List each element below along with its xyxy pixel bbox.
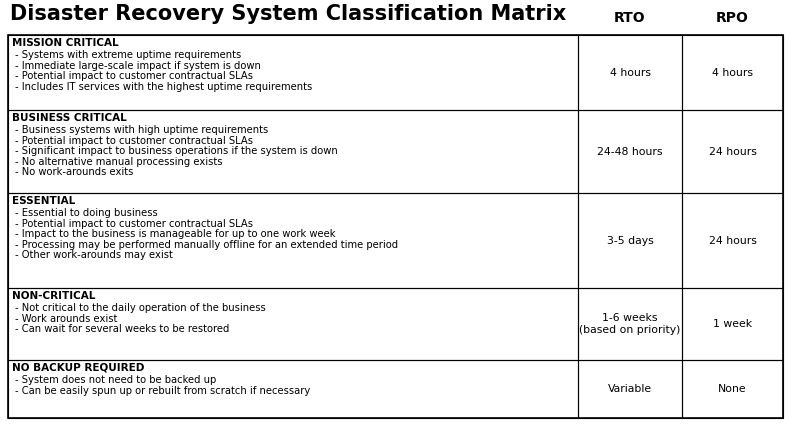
Text: - Not critical to the daily operation of the business: - Not critical to the daily operation of…	[15, 303, 266, 313]
Text: 4 hours: 4 hours	[610, 67, 650, 78]
Text: RTO: RTO	[614, 11, 645, 24]
Text: - Significant impact to business operations if the system is down: - Significant impact to business operati…	[15, 146, 338, 156]
Text: 3-5 days: 3-5 days	[607, 236, 653, 245]
Text: ESSENTIAL: ESSENTIAL	[12, 196, 75, 206]
Text: 1 week: 1 week	[713, 319, 752, 329]
Text: - Immediate large-scale impact if system is down: - Immediate large-scale impact if system…	[15, 61, 261, 70]
Text: RPO: RPO	[716, 11, 749, 24]
Bar	[578, 288, 682, 360]
Text: - Potential impact to customer contractual SLAs: - Potential impact to customer contractu…	[15, 136, 253, 145]
Text: - No work-arounds exits: - No work-arounds exits	[15, 167, 134, 177]
Text: - Includes IT services with the highest uptime requirements: - Includes IT services with the highest …	[15, 82, 312, 92]
Bar	[8, 35, 578, 110]
Text: - Processing may be performed manually offline for an extended time period: - Processing may be performed manually o…	[15, 240, 398, 249]
Bar	[682, 35, 783, 110]
Bar	[8, 288, 578, 360]
Text: 24-48 hours: 24-48 hours	[597, 147, 663, 156]
Bar	[8, 35, 783, 418]
Text: - Potential impact to customer contractual SLAs: - Potential impact to customer contractu…	[15, 71, 253, 81]
Text: BUSINESS CRITICAL: BUSINESS CRITICAL	[12, 113, 127, 123]
Bar	[578, 193, 682, 288]
Text: - System does not need to be backed up: - System does not need to be backed up	[15, 375, 216, 385]
Text: - Potential impact to customer contractual SLAs: - Potential impact to customer contractu…	[15, 218, 253, 229]
Text: 24 hours: 24 hours	[709, 147, 756, 156]
Bar	[8, 110, 578, 193]
Text: 4 hours: 4 hours	[712, 67, 753, 78]
Bar	[578, 360, 682, 418]
Text: - Business systems with high uptime requirements: - Business systems with high uptime requ…	[15, 125, 268, 135]
Text: - Essential to doing business: - Essential to doing business	[15, 208, 157, 218]
Bar	[8, 193, 578, 288]
Text: - No alternative manual processing exists: - No alternative manual processing exist…	[15, 156, 222, 167]
Text: - Can wait for several weeks to be restored: - Can wait for several weeks to be resto…	[15, 324, 229, 334]
Text: - Systems with extreme uptime requirements: - Systems with extreme uptime requiremen…	[15, 50, 241, 60]
Text: Disaster Recovery System Classification Matrix: Disaster Recovery System Classification …	[10, 4, 566, 24]
Text: MISSION CRITICAL: MISSION CRITICAL	[12, 38, 119, 48]
Bar	[682, 360, 783, 418]
Text: - Impact to the business is manageable for up to one work week: - Impact to the business is manageable f…	[15, 229, 335, 239]
Bar	[578, 35, 682, 110]
Text: NON-CRITICAL: NON-CRITICAL	[12, 291, 96, 301]
Text: - Work arounds exist: - Work arounds exist	[15, 314, 117, 323]
Bar	[682, 193, 783, 288]
Bar	[682, 110, 783, 193]
Bar	[682, 288, 783, 360]
Text: NO BACKUP REQUIRED: NO BACKUP REQUIRED	[12, 363, 145, 373]
Text: Variable: Variable	[608, 384, 652, 394]
Bar	[8, 360, 578, 418]
Bar	[578, 110, 682, 193]
Text: None: None	[718, 384, 747, 394]
Text: 1-6 weeks
(based on priority): 1-6 weeks (based on priority)	[579, 313, 681, 335]
Text: - Other work-arounds may exist: - Other work-arounds may exist	[15, 250, 173, 260]
Text: - Can be easily spun up or rebuilt from scratch if necessary: - Can be easily spun up or rebuilt from …	[15, 385, 310, 396]
Text: 24 hours: 24 hours	[709, 236, 756, 245]
